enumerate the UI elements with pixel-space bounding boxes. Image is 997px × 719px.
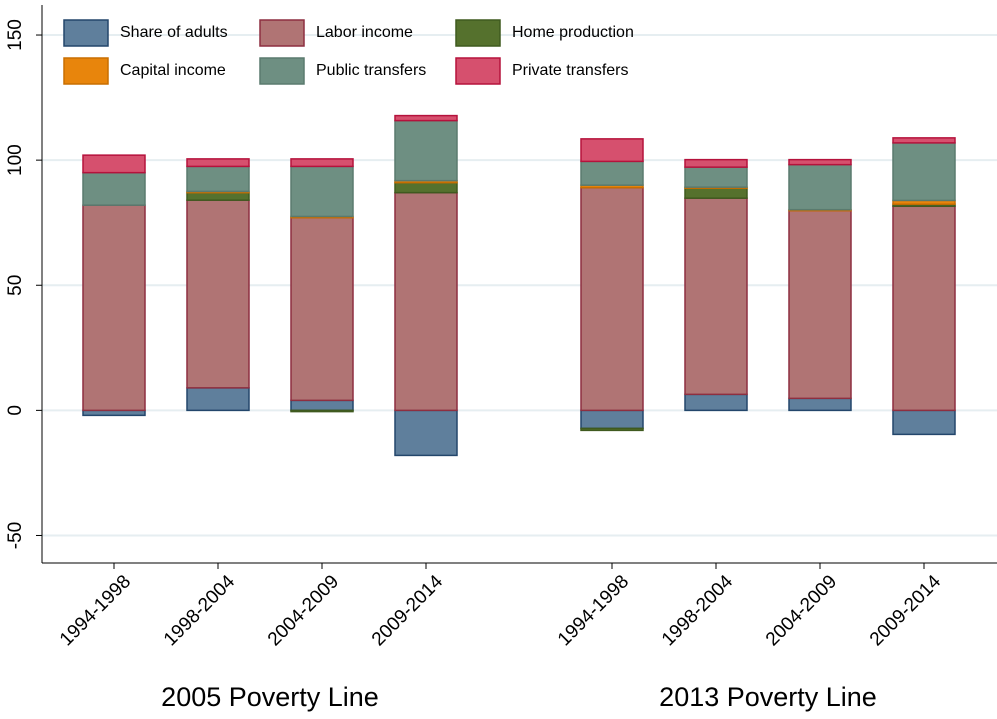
legend-swatch bbox=[63, 57, 109, 85]
bar-segment bbox=[788, 158, 852, 166]
bar-segment bbox=[394, 191, 458, 412]
bar-segment bbox=[580, 186, 644, 412]
x-tick-label: 1994-1998 bbox=[56, 571, 135, 650]
bar-segment bbox=[788, 163, 852, 211]
legend-label: Home production bbox=[512, 24, 634, 41]
bar-segment bbox=[892, 137, 956, 144]
bar-segment bbox=[684, 158, 748, 168]
legend-label: Share of adults bbox=[120, 24, 228, 41]
bar-segment bbox=[290, 409, 354, 413]
x-tick-label: 1994-1998 bbox=[554, 571, 633, 650]
bar-segment bbox=[684, 393, 748, 412]
bar-segment bbox=[290, 165, 354, 218]
bar-segment bbox=[394, 119, 458, 182]
bar-segment bbox=[82, 154, 146, 174]
bar-segment bbox=[82, 204, 146, 412]
bar-segment bbox=[788, 209, 852, 400]
bar-segment bbox=[290, 399, 354, 412]
x-tick-label: 2009-2014 bbox=[368, 571, 447, 650]
bar-segment bbox=[290, 158, 354, 168]
bar-segment bbox=[580, 138, 644, 163]
bar-segment bbox=[788, 397, 852, 412]
x-tick-label: 1998-2004 bbox=[658, 571, 737, 650]
legend-swatch bbox=[63, 19, 109, 47]
y-tick-label: 0 bbox=[5, 405, 26, 416]
legend-swatch bbox=[259, 19, 305, 47]
legend-swatch bbox=[455, 19, 501, 47]
y-tick-label: -50 bbox=[5, 522, 26, 549]
legend-label: Capital income bbox=[120, 62, 226, 79]
bar-segment bbox=[82, 171, 146, 206]
bar-segment bbox=[580, 427, 644, 432]
bar-segment bbox=[82, 409, 146, 417]
bar-segment bbox=[186, 199, 250, 389]
bar-segment bbox=[580, 409, 644, 430]
bar-segment bbox=[394, 114, 458, 122]
bar-segment bbox=[684, 197, 748, 396]
legend-swatch bbox=[455, 57, 501, 85]
bar-segment bbox=[580, 160, 644, 186]
legend-swatch bbox=[259, 57, 305, 85]
bar-segment bbox=[892, 142, 956, 202]
legend: Share of adults Labor income Home producti… bbox=[63, 19, 634, 85]
group-label: 2013 Poverty Line bbox=[659, 682, 877, 712]
x-tick-label: 2009-2014 bbox=[866, 571, 945, 650]
bar-segment bbox=[186, 165, 250, 193]
bar-segment bbox=[394, 409, 458, 457]
y-tick-label: 100 bbox=[5, 144, 26, 176]
bar-segment bbox=[394, 181, 458, 194]
bar-segment bbox=[684, 166, 748, 188]
bar-segment bbox=[186, 191, 250, 201]
group-label: 2005 Poverty Line bbox=[161, 682, 379, 712]
legend-label: Public transfers bbox=[316, 62, 426, 79]
y-tick-label: 150 bbox=[5, 19, 26, 51]
legend-label: Private transfers bbox=[512, 62, 628, 79]
bar-segment bbox=[186, 387, 250, 412]
x-tick-label: 2004-2009 bbox=[762, 571, 841, 650]
x-tick-label: 1998-2004 bbox=[160, 571, 239, 650]
bar-segment bbox=[684, 187, 748, 199]
y-tick-label: 50 bbox=[5, 275, 26, 296]
x-tick-label: 2004-2009 bbox=[264, 571, 343, 650]
bar-segment bbox=[186, 158, 250, 168]
legend-label: Labor income bbox=[316, 24, 413, 41]
bar-segment bbox=[892, 409, 956, 436]
bar-segment bbox=[892, 205, 956, 412]
bar-segment bbox=[290, 216, 354, 402]
